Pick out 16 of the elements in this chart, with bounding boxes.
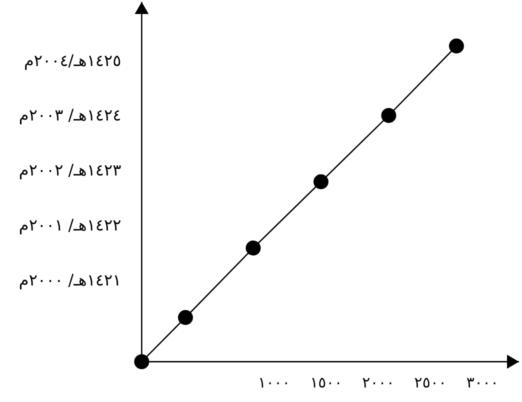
- point: [178, 310, 193, 325]
- x-tick-label: ٣٠٠٠: [466, 374, 499, 392]
- point: [313, 174, 328, 190]
- x-tick-label: ٢٥٠٠: [414, 374, 447, 392]
- point: [134, 354, 150, 370]
- text: ١٤٢١هـ/ ٢٠٠٠م: [18, 270, 122, 290]
- point: [246, 240, 261, 256]
- text: ١٤٢٣هـ/ ٢٠٠٢م: [18, 160, 122, 180]
- point: [381, 108, 396, 123]
- text: ١٤٢٤هـ/ ٢٠٠٣م: [18, 106, 122, 125]
- text: ١٤٢٢هـ/ ٢٠٠١م: [18, 216, 122, 234]
- x-tick-label: ٢٠٠٠: [362, 374, 394, 392]
- x-tick-label: ١٥٠٠: [310, 374, 342, 392]
- point: [448, 38, 464, 54]
- x-tick-label: ١٠٠٠: [258, 374, 290, 392]
- text: ١٤٢٥هـ/٢٠٠٤م: [24, 50, 122, 70]
